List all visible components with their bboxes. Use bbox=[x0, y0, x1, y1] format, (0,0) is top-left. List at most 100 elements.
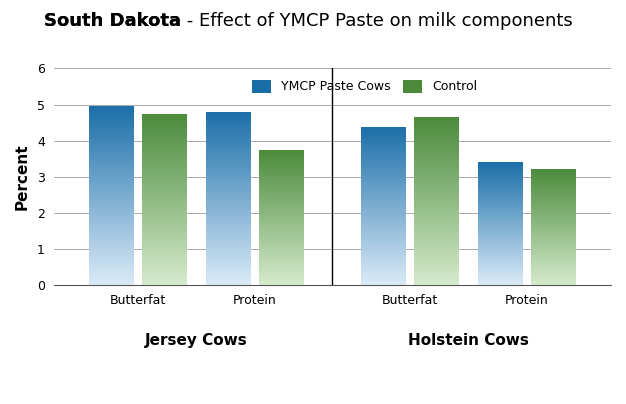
Bar bbox=[531, 208, 576, 210]
Bar bbox=[205, 213, 251, 214]
Bar bbox=[205, 135, 251, 136]
Bar bbox=[478, 274, 523, 276]
Bar bbox=[205, 171, 251, 173]
Bar bbox=[259, 193, 304, 195]
Bar bbox=[89, 190, 135, 192]
Bar bbox=[89, 253, 135, 255]
Bar bbox=[478, 258, 523, 259]
Bar bbox=[89, 250, 135, 251]
Bar bbox=[531, 181, 576, 182]
Bar bbox=[205, 270, 251, 271]
Bar bbox=[259, 216, 304, 218]
Bar bbox=[142, 242, 187, 244]
Bar bbox=[531, 212, 576, 213]
Bar bbox=[205, 254, 251, 256]
Bar bbox=[205, 226, 251, 228]
Bar bbox=[478, 197, 523, 198]
Bar bbox=[531, 189, 576, 190]
Bar bbox=[361, 194, 406, 195]
Bar bbox=[142, 181, 187, 182]
Bar bbox=[89, 173, 135, 175]
Bar bbox=[89, 119, 135, 121]
Bar bbox=[89, 228, 135, 230]
Bar bbox=[531, 217, 576, 218]
Bar bbox=[259, 282, 304, 284]
Bar bbox=[89, 176, 135, 178]
Bar bbox=[89, 282, 135, 284]
Bar bbox=[531, 207, 576, 208]
Bar bbox=[259, 257, 304, 258]
Bar bbox=[259, 205, 304, 207]
Bar bbox=[89, 110, 135, 112]
Bar bbox=[142, 114, 187, 116]
Bar bbox=[531, 214, 576, 215]
Bar bbox=[478, 267, 523, 268]
Bar bbox=[89, 183, 135, 185]
Bar bbox=[89, 114, 135, 116]
Bar bbox=[89, 205, 135, 206]
Bar bbox=[414, 193, 459, 195]
Bar bbox=[259, 211, 304, 212]
Bar bbox=[531, 175, 576, 176]
Bar bbox=[205, 139, 251, 141]
Bar bbox=[89, 160, 135, 162]
Bar bbox=[361, 231, 406, 233]
Bar bbox=[89, 230, 135, 231]
Bar bbox=[142, 252, 187, 255]
Bar bbox=[531, 234, 576, 235]
Bar bbox=[478, 191, 523, 192]
Bar bbox=[142, 255, 187, 256]
Bar bbox=[414, 146, 459, 147]
Bar bbox=[361, 219, 406, 221]
Bar bbox=[142, 218, 187, 220]
Text: Jersey Cows: Jersey Cows bbox=[145, 333, 248, 348]
Bar bbox=[142, 165, 187, 167]
Bar bbox=[478, 204, 523, 206]
Bar bbox=[361, 278, 406, 279]
Bar bbox=[259, 221, 304, 223]
Bar bbox=[259, 277, 304, 279]
Bar bbox=[414, 280, 459, 282]
Bar bbox=[361, 200, 406, 202]
Bar bbox=[89, 257, 135, 259]
Bar bbox=[89, 260, 135, 262]
Y-axis label: Percent: Percent bbox=[15, 143, 30, 210]
Bar bbox=[531, 171, 576, 173]
Bar bbox=[361, 138, 406, 140]
Bar bbox=[142, 268, 187, 270]
Bar bbox=[142, 182, 187, 184]
Bar bbox=[89, 165, 135, 167]
Bar bbox=[478, 206, 523, 208]
Bar bbox=[531, 280, 576, 281]
Bar bbox=[89, 146, 135, 147]
Bar bbox=[259, 231, 304, 232]
Bar bbox=[89, 251, 135, 253]
Bar bbox=[531, 283, 576, 284]
Bar bbox=[478, 173, 523, 175]
Bar bbox=[142, 248, 187, 249]
Bar bbox=[478, 175, 523, 176]
Bar bbox=[478, 189, 523, 191]
Bar bbox=[531, 246, 576, 247]
Bar bbox=[205, 197, 251, 199]
Bar bbox=[531, 225, 576, 226]
Bar bbox=[89, 181, 135, 183]
Bar bbox=[142, 139, 187, 141]
Bar bbox=[205, 214, 251, 216]
Bar bbox=[205, 257, 251, 259]
Bar bbox=[361, 241, 406, 243]
Bar bbox=[361, 135, 406, 137]
Bar bbox=[361, 222, 406, 224]
Bar bbox=[361, 250, 406, 252]
Bar bbox=[142, 143, 187, 145]
Bar bbox=[361, 127, 406, 128]
Bar bbox=[531, 263, 576, 264]
Bar bbox=[478, 218, 523, 219]
Bar bbox=[89, 162, 135, 164]
Bar bbox=[205, 154, 251, 155]
Bar bbox=[89, 234, 135, 235]
Bar bbox=[414, 200, 459, 201]
Bar bbox=[531, 252, 576, 253]
Bar bbox=[478, 212, 523, 213]
Bar bbox=[205, 194, 251, 195]
